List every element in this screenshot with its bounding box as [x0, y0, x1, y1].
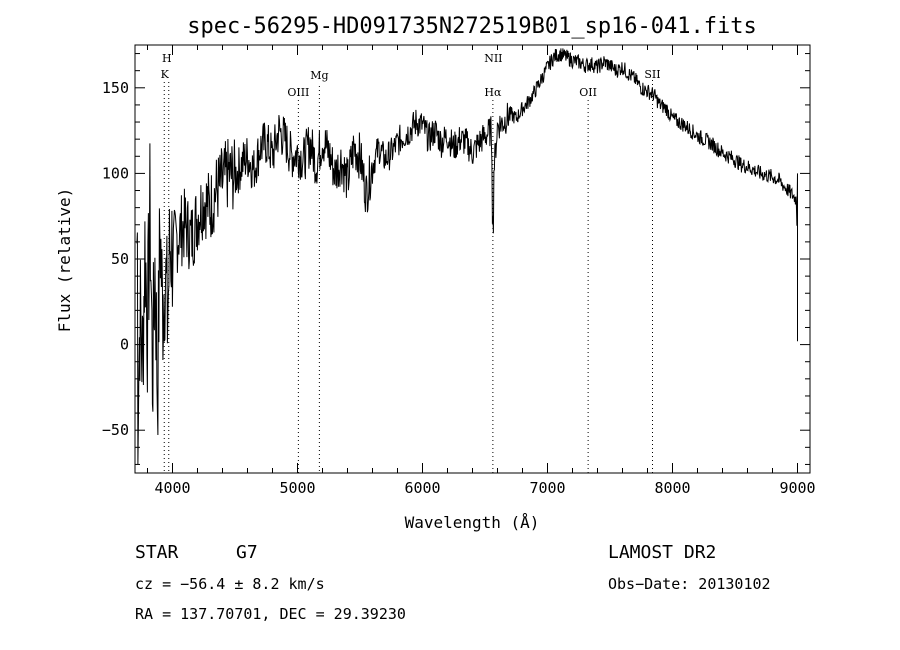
y-axis-ticks: −50 0 50 100 150: [102, 53, 810, 465]
star-type: STAR: [135, 542, 179, 563]
survey-name: LAMOST DR2: [608, 542, 716, 563]
plot-frame: [134, 44, 811, 474]
obs-date: Obs−Date: 20130102: [608, 575, 771, 593]
line-label: OIII: [287, 86, 309, 99]
ra-dec: RA = 137.70701, DEC = 29.39230: [135, 605, 406, 623]
line-label: SII: [644, 68, 660, 81]
x-tick-label: 8000: [654, 479, 690, 497]
y-tick-label: 150: [102, 79, 129, 97]
line-label: H: [162, 52, 172, 65]
line-label: NII: [484, 52, 502, 65]
cz-value: cz = −56.4 ± 8.2 km/s: [135, 575, 325, 593]
y-tick-label: −50: [102, 421, 129, 439]
x-tick-label: 7000: [529, 479, 565, 497]
star-subclass: G7: [236, 542, 258, 563]
x-tick-label: 5000: [279, 479, 315, 497]
x-tick-label: 4000: [154, 479, 190, 497]
x-tick-label: 9000: [779, 479, 815, 497]
line-label: K: [161, 68, 170, 81]
y-tick-label: 0: [120, 336, 129, 354]
y-axis-label: Flux (relative): [55, 188, 74, 333]
line-label: Mg: [310, 69, 328, 82]
y-tick-label: 100: [102, 164, 129, 182]
x-axis-ticks: 4000 5000 6000 7000 8000 9000: [147, 45, 816, 497]
chart-title: spec-56295-HD091735N272519B01_sp16-041.f…: [187, 14, 757, 39]
x-tick-label: 6000: [404, 479, 440, 497]
spectrum-series: [136, 48, 798, 465]
x-axis-label: Wavelength (Å): [405, 513, 540, 532]
line-label: OII: [579, 86, 597, 99]
y-tick-label: 50: [111, 250, 129, 268]
line-label: Hα: [484, 86, 502, 99]
